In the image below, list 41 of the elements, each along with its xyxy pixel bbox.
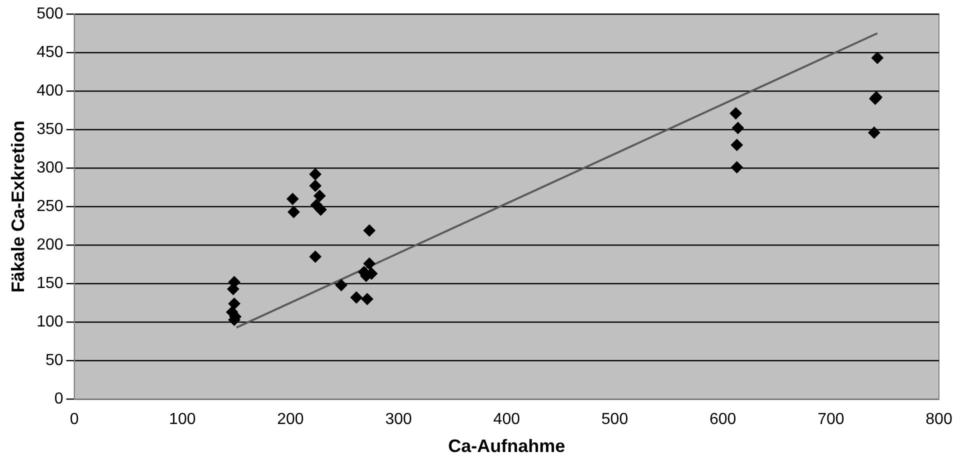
y-tick-label: 500 <box>36 5 64 22</box>
y-tick-label: 200 <box>36 236 64 254</box>
point <box>871 52 884 64</box>
point <box>363 224 376 236</box>
x-tick-label: 800 <box>926 411 952 428</box>
x-tick-label: 600 <box>709 411 736 428</box>
x-axis-title: Ca-Aufnahme <box>448 436 566 456</box>
point <box>309 250 322 263</box>
x-tick-label: 0 <box>70 411 79 428</box>
point <box>228 298 240 310</box>
x-tick-label: 100 <box>169 411 196 428</box>
point <box>732 122 744 134</box>
point <box>363 258 376 270</box>
x-tick-label: 700 <box>818 411 844 428</box>
y-tick-label: 250 <box>36 198 64 216</box>
y-tick-label: 400 <box>36 82 64 100</box>
point <box>309 180 322 192</box>
point <box>361 293 374 306</box>
point <box>730 161 743 174</box>
point <box>730 138 743 151</box>
point <box>314 190 326 202</box>
point <box>314 204 327 216</box>
y-tick-label: 350 <box>36 120 64 138</box>
point <box>286 192 299 205</box>
point <box>868 126 880 139</box>
x-tick-label: 500 <box>601 411 628 428</box>
y-axis-title: Fäkale Ca-Exkretion <box>8 120 28 293</box>
y-tick-label: 450 <box>36 44 64 61</box>
point <box>309 168 322 180</box>
x-tick-label: 300 <box>385 411 412 428</box>
point <box>335 279 348 292</box>
y-tick-label: 50 <box>46 352 64 370</box>
point <box>350 292 362 304</box>
y-tick-label: 150 <box>36 275 64 292</box>
x-tick-label: 200 <box>277 411 304 428</box>
point <box>288 206 300 218</box>
y-tick-label: 300 <box>36 159 64 176</box>
point <box>730 107 742 120</box>
y-tick-label: 0 <box>54 390 64 408</box>
x-tick-label: 400 <box>493 411 520 428</box>
y-tick-label: 100 <box>36 314 64 331</box>
